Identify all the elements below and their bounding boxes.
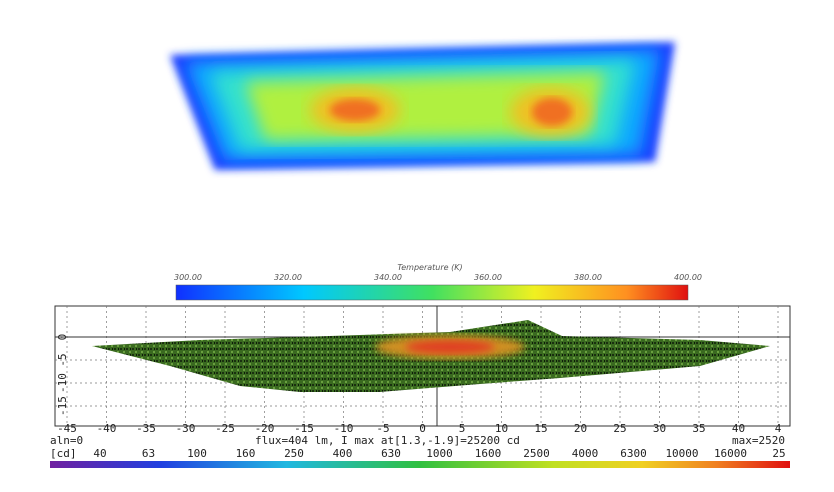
colorbar-tick-label: 2500: [523, 447, 550, 460]
colorbar-title: Temperature (K): [397, 263, 462, 272]
y-tick-label: -5: [56, 353, 69, 366]
colorbar-tick-label: 400.00: [674, 273, 702, 282]
x-tick-label: -25: [215, 422, 235, 435]
x-tick-label: -35: [136, 422, 156, 435]
colorbar-ticks: 300.00 320.00 340.00 360.00 380.00 400.00: [174, 273, 702, 282]
colorbar-tick-label: 25: [772, 447, 785, 460]
colorbar-tick-label: 360.00: [474, 273, 502, 282]
thermal-map: [170, 42, 675, 170]
colorbar-tick-label: 1000: [426, 447, 453, 460]
colorbar-tick-label: 63: [142, 447, 155, 460]
colorbar-tick-label: 4000: [572, 447, 599, 460]
colorbar-tick-label: 300.00: [174, 273, 202, 282]
colorbar-tick-label: 6300: [620, 447, 647, 460]
x-tick-label: -30: [176, 422, 196, 435]
x-tick-label: -10: [334, 422, 354, 435]
x-tick-label: 40: [732, 422, 745, 435]
x-tick-label: 30: [653, 422, 666, 435]
y-tick-labels: 0 -5 -10 -15: [56, 334, 69, 416]
x-tick-label: -15: [294, 422, 314, 435]
colorbar-tick-label: 380.00: [574, 273, 602, 282]
note: aln=0: [50, 434, 83, 447]
colorbar-tick-label: 320.00: [274, 273, 302, 282]
x-tick-labels: -45 -40 -35 -30 -25 -20 -15 -10 -5 0 5 10 15 20 25 30 35…: [57, 422, 782, 435]
x-tick-label: 4: [775, 422, 782, 435]
x-tick-label: 35: [692, 422, 705, 435]
colorbar-tick-label: 100: [187, 447, 207, 460]
note: flux=404 lm, I max at[1.3,-1.9]=25200 cd: [255, 434, 520, 447]
y-tick-label: 0: [56, 334, 69, 341]
x-tick-label: 0: [419, 422, 426, 435]
x-tick-label: -40: [97, 422, 117, 435]
y-tick-label: -15: [56, 396, 69, 416]
x-tick-label: -20: [255, 422, 275, 435]
x-tick-label: 20: [574, 422, 587, 435]
colorbar-tick-label: 10000: [665, 447, 698, 460]
colorbar-tick-label: 340.00: [374, 273, 402, 282]
colorbar-tick-label: 630: [381, 447, 401, 460]
colorbar: [50, 461, 790, 468]
colorbar-tick-label: 1600: [475, 447, 502, 460]
colorbar: [175, 284, 689, 301]
x-tick-label: 10: [495, 422, 508, 435]
colorbar-tick-label: 400: [333, 447, 353, 460]
luminance-plot: [54, 305, 791, 427]
colorbar-tick-label: 250: [284, 447, 304, 460]
y-tick-label: -10: [56, 373, 69, 393]
colorbar-tick-label: 40: [93, 447, 106, 460]
x-tick-label: 25: [613, 422, 626, 435]
note: max=2520: [732, 434, 785, 447]
x-tick-label: 5: [459, 422, 466, 435]
x-tick-label: -45: [57, 422, 77, 435]
colorbar-ticks: 40 63 100 160 250 400 630 1000 1600 2500 4000 6300 1…: [93, 447, 785, 460]
colorbar-unit: [cd]: [50, 447, 77, 460]
colorbar-tick-label: 160: [236, 447, 256, 460]
colorbar-tick-label: 16000: [714, 447, 747, 460]
x-tick-label: 15: [534, 422, 547, 435]
x-tick-label: -5: [376, 422, 389, 435]
